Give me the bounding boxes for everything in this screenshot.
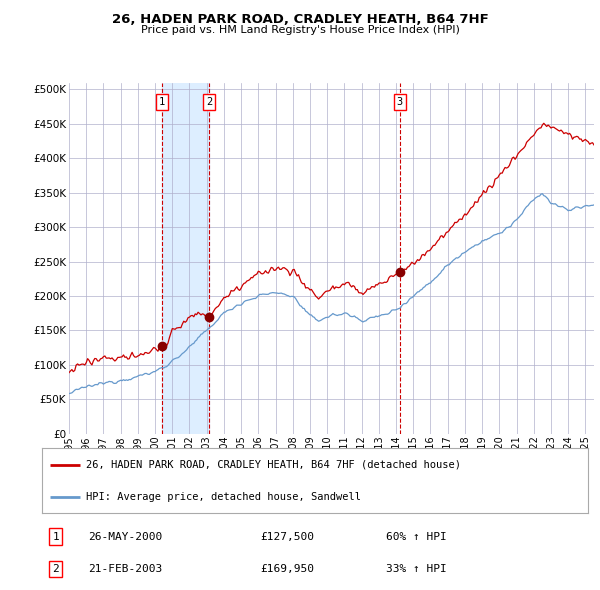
Text: Price paid vs. HM Land Registry's House Price Index (HPI): Price paid vs. HM Land Registry's House … [140,25,460,35]
Text: HPI: Average price, detached house, Sandwell: HPI: Average price, detached house, Sand… [86,492,361,502]
Text: 26-MAY-2000: 26-MAY-2000 [88,532,163,542]
Text: 33% ↑ HPI: 33% ↑ HPI [386,564,447,574]
Text: £127,500: £127,500 [260,532,314,542]
Bar [162,83,209,434]
Text: 2: 2 [52,564,59,574]
Text: 1: 1 [159,97,165,107]
Text: 1: 1 [52,532,59,542]
Text: 21-FEB-2003: 21-FEB-2003 [88,564,163,574]
Text: 60% ↑ HPI: 60% ↑ HPI [386,532,447,542]
Text: 26, HADEN PARK ROAD, CRADLEY HEATH, B64 7HF (detached house): 26, HADEN PARK ROAD, CRADLEY HEATH, B64 … [86,460,461,470]
Text: 3: 3 [397,97,403,107]
Text: 26, HADEN PARK ROAD, CRADLEY HEATH, B64 7HF: 26, HADEN PARK ROAD, CRADLEY HEATH, B64 … [112,13,488,26]
Text: £169,950: £169,950 [260,564,314,574]
Text: 2: 2 [206,97,212,107]
